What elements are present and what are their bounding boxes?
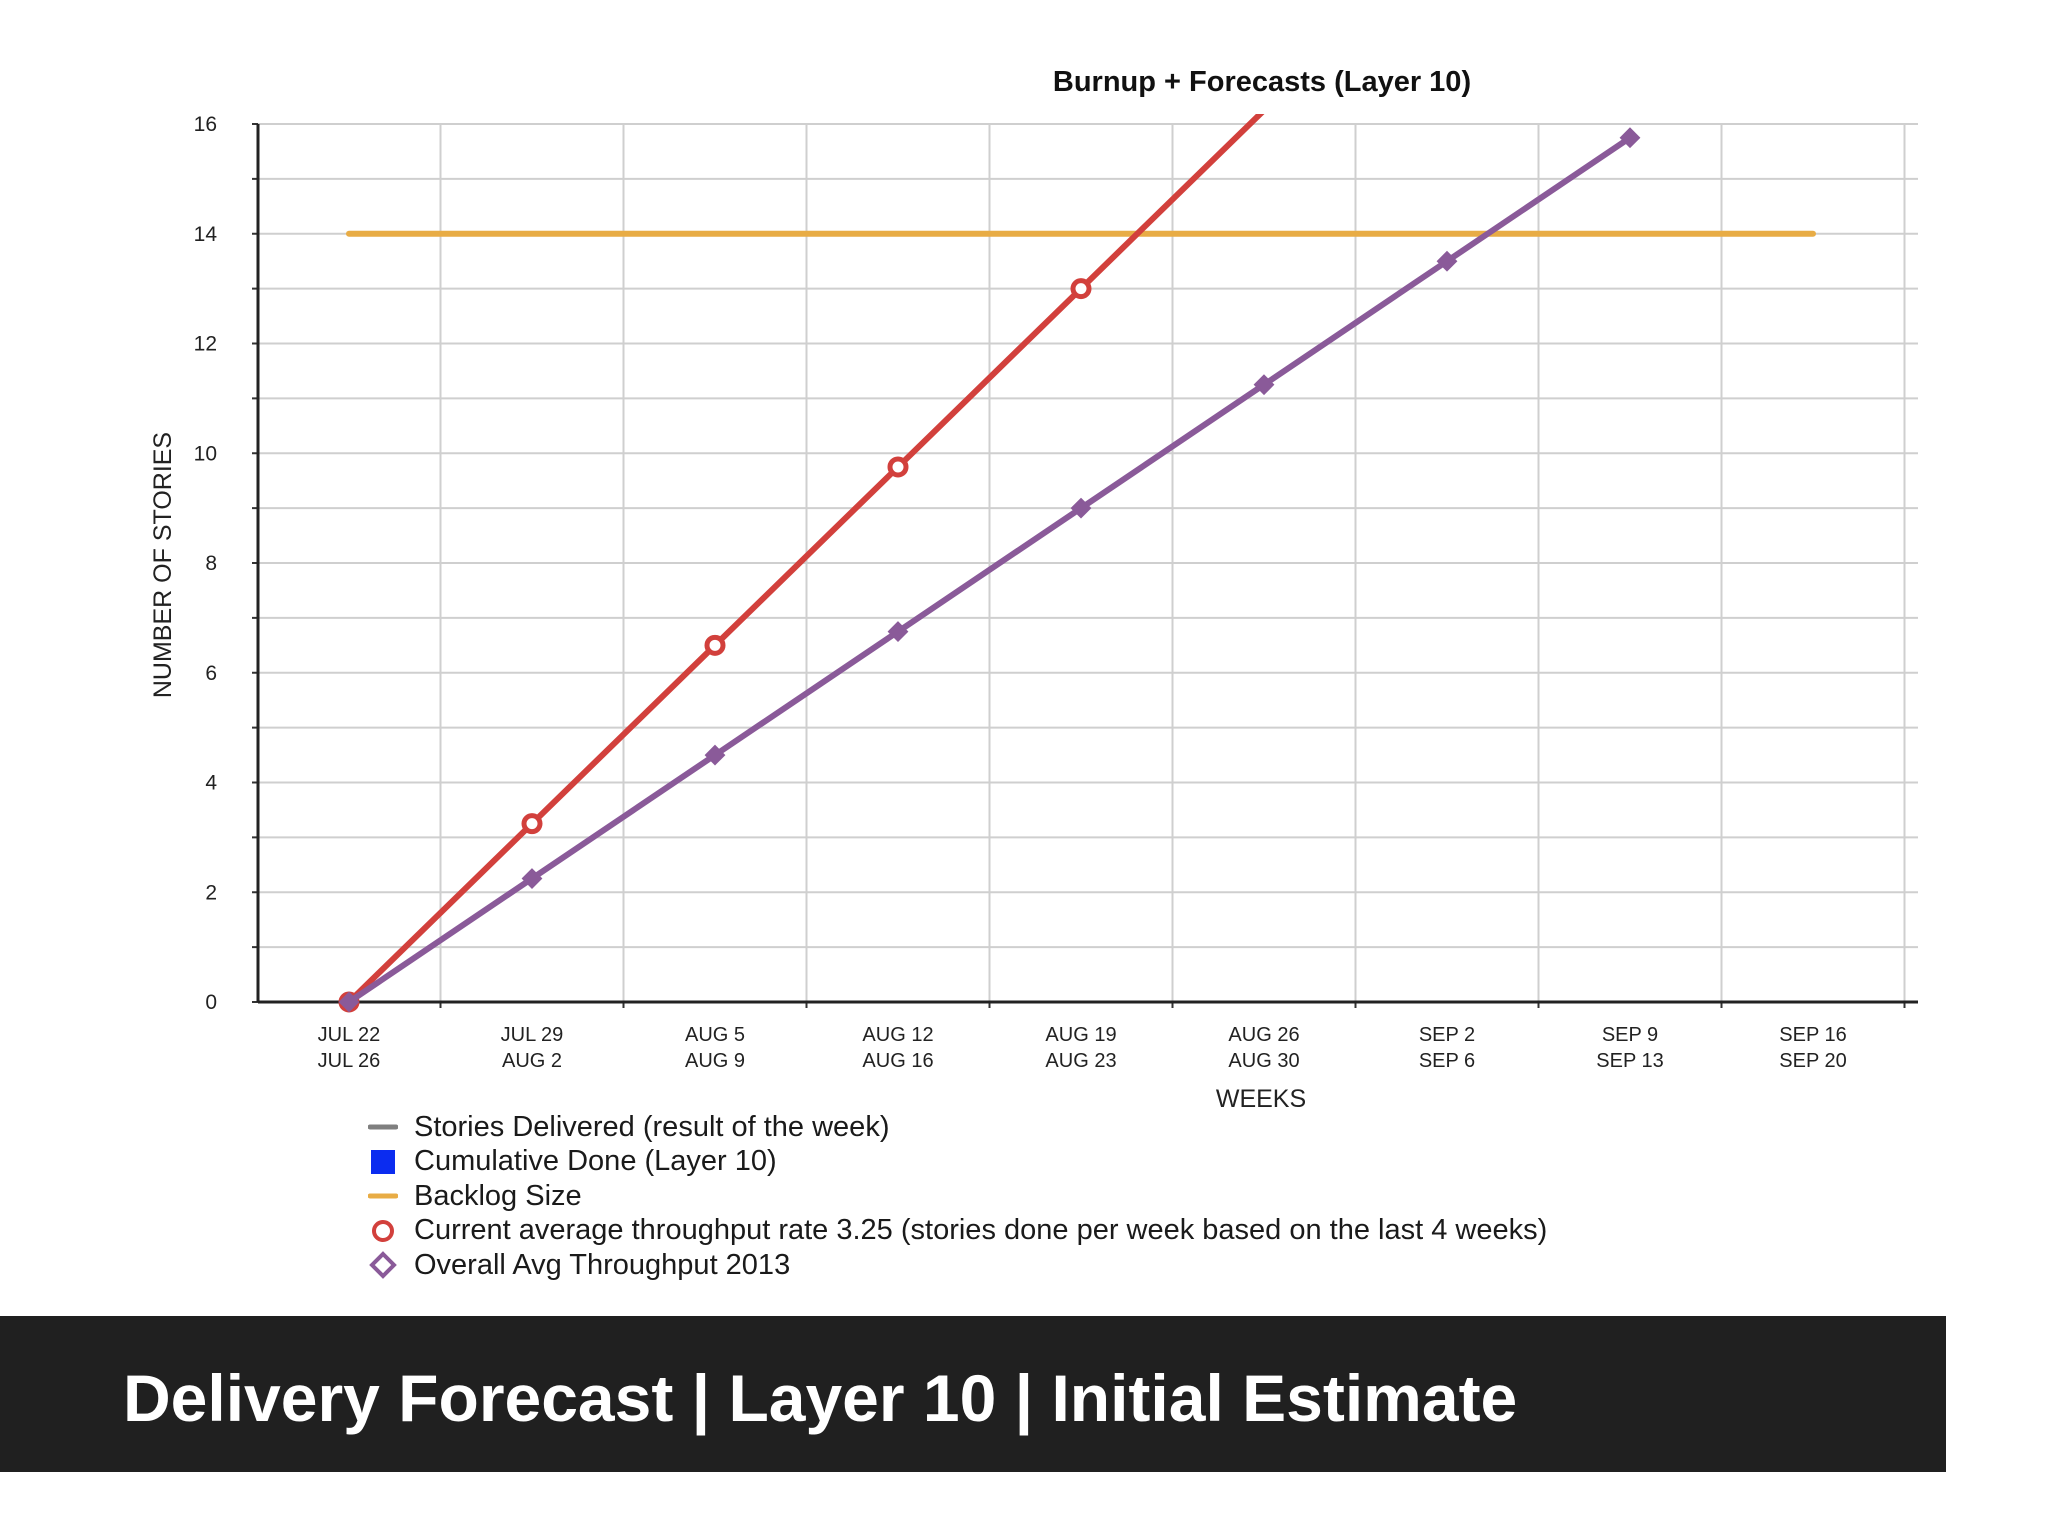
data-point-circle [887, 456, 909, 478]
x-tick-label: SEP 20 [1779, 1050, 1846, 1072]
title-banner: Delivery Forecast | Layer 10 | Initial E… [0, 1316, 1946, 1472]
x-tick-label: JUL 26 [318, 1050, 381, 1072]
legend-item: Cumulative Done (Layer 10) [368, 1145, 1547, 1180]
grid [258, 123, 1918, 1003]
series-overall-avg-throughput [338, 127, 1641, 1013]
y-tick-label: 0 [205, 991, 217, 1014]
x-tick-label: SEP 6 [1419, 1050, 1475, 1072]
data-point-circle [1070, 278, 1092, 300]
x-tick-label: SEP 13 [1596, 1050, 1663, 1072]
legend-label: Cumulative Done (Layer 10) [414, 1145, 777, 1178]
banner-title: Delivery Forecast | Layer 10 | Initial E… [123, 1361, 1518, 1435]
x-tick-label: SEP 9 [1602, 1024, 1658, 1046]
y-tick-label: 2 [205, 881, 217, 904]
legend-line-icon [368, 1193, 398, 1199]
series-line [346, 134, 1633, 1005]
data-point-diamond [338, 991, 360, 1013]
data-point-diamond [704, 744, 726, 766]
x-tick-label: AUG 12 [862, 1024, 933, 1046]
y-tick-label: 6 [205, 662, 217, 685]
x-tick-label: AUG 26 [1228, 1024, 1299, 1046]
legend-item: Overall Avg Throughput 2013 [368, 1248, 1547, 1283]
x-tick-label: AUG 2 [502, 1050, 562, 1072]
data-series [338, 114, 1816, 1013]
data-point-diamond [1253, 374, 1275, 396]
legend: Stories Delivered (result of the week) Cu… [368, 1110, 1547, 1283]
legend-line-icon [368, 1124, 398, 1130]
x-tick-label: JUL 29 [501, 1024, 564, 1046]
y-tick-label: 8 [205, 552, 217, 575]
data-point-diamond [1070, 497, 1092, 519]
legend-label: Overall Avg Throughput 2013 [414, 1248, 791, 1281]
legend-square-icon [371, 1149, 395, 1174]
data-point-diamond [887, 621, 909, 643]
data-point-diamond [1619, 127, 1641, 149]
x-tick-label: AUG 5 [685, 1024, 745, 1046]
x-tick-label: SEP 16 [1779, 1024, 1846, 1046]
y-tick-label: 4 [205, 772, 217, 795]
legend-circle-icon [372, 1219, 394, 1242]
legend-item: Current average throughput rate 3.25 (st… [368, 1214, 1547, 1249]
legend-diamond-mark [369, 1251, 397, 1280]
legend-label: Stories Delivered (result of the week) [414, 1110, 890, 1143]
data-point-diamond [1436, 250, 1458, 272]
series-current-throughput [338, 114, 1265, 1013]
legend-circle-mark [372, 1219, 394, 1242]
legend-label: Backlog Size [414, 1179, 582, 1212]
legend-item: Stories Delivered (result of the week) [368, 1110, 1547, 1145]
legend-square-mark [371, 1149, 395, 1174]
data-point-circle [704, 634, 726, 656]
x-axis-label: WEEKS [1216, 1085, 1306, 1113]
x-tick-label: JUL 22 [318, 1024, 381, 1046]
y-tick-label: 14 [194, 223, 218, 246]
legend-diamond-icon [369, 1251, 397, 1280]
chart-title: Burnup + Forecasts (Layer 10) [1053, 66, 1471, 98]
x-tick-label: AUG 19 [1045, 1024, 1116, 1046]
x-tick-label: AUG 23 [1045, 1050, 1116, 1072]
y-tick-label: 16 [194, 113, 217, 136]
tick-labels: 0 2 4 6 8 10 12 14 16 JUL 22 JUL 26 JUL 29 AUG 2 AUG … [194, 113, 1847, 1072]
x-tick-label: AUG 16 [862, 1050, 933, 1072]
y-axis-label: NUMBER OF STORIES [149, 432, 177, 698]
x-tick-label: AUG 30 [1228, 1050, 1299, 1072]
axes [252, 123, 1918, 1008]
data-point-diamond [521, 868, 543, 889]
legend-item: Backlog Size [368, 1179, 1547, 1214]
legend-label: Current average throughput rate 3.25 (st… [414, 1214, 1548, 1247]
x-tick-label: SEP 2 [1419, 1024, 1475, 1046]
x-tick-label: AUG 9 [685, 1050, 745, 1072]
data-point-circle [521, 813, 543, 835]
series-line [346, 114, 1265, 1005]
y-tick-label: 10 [194, 442, 217, 465]
y-tick-label: 12 [194, 333, 217, 356]
